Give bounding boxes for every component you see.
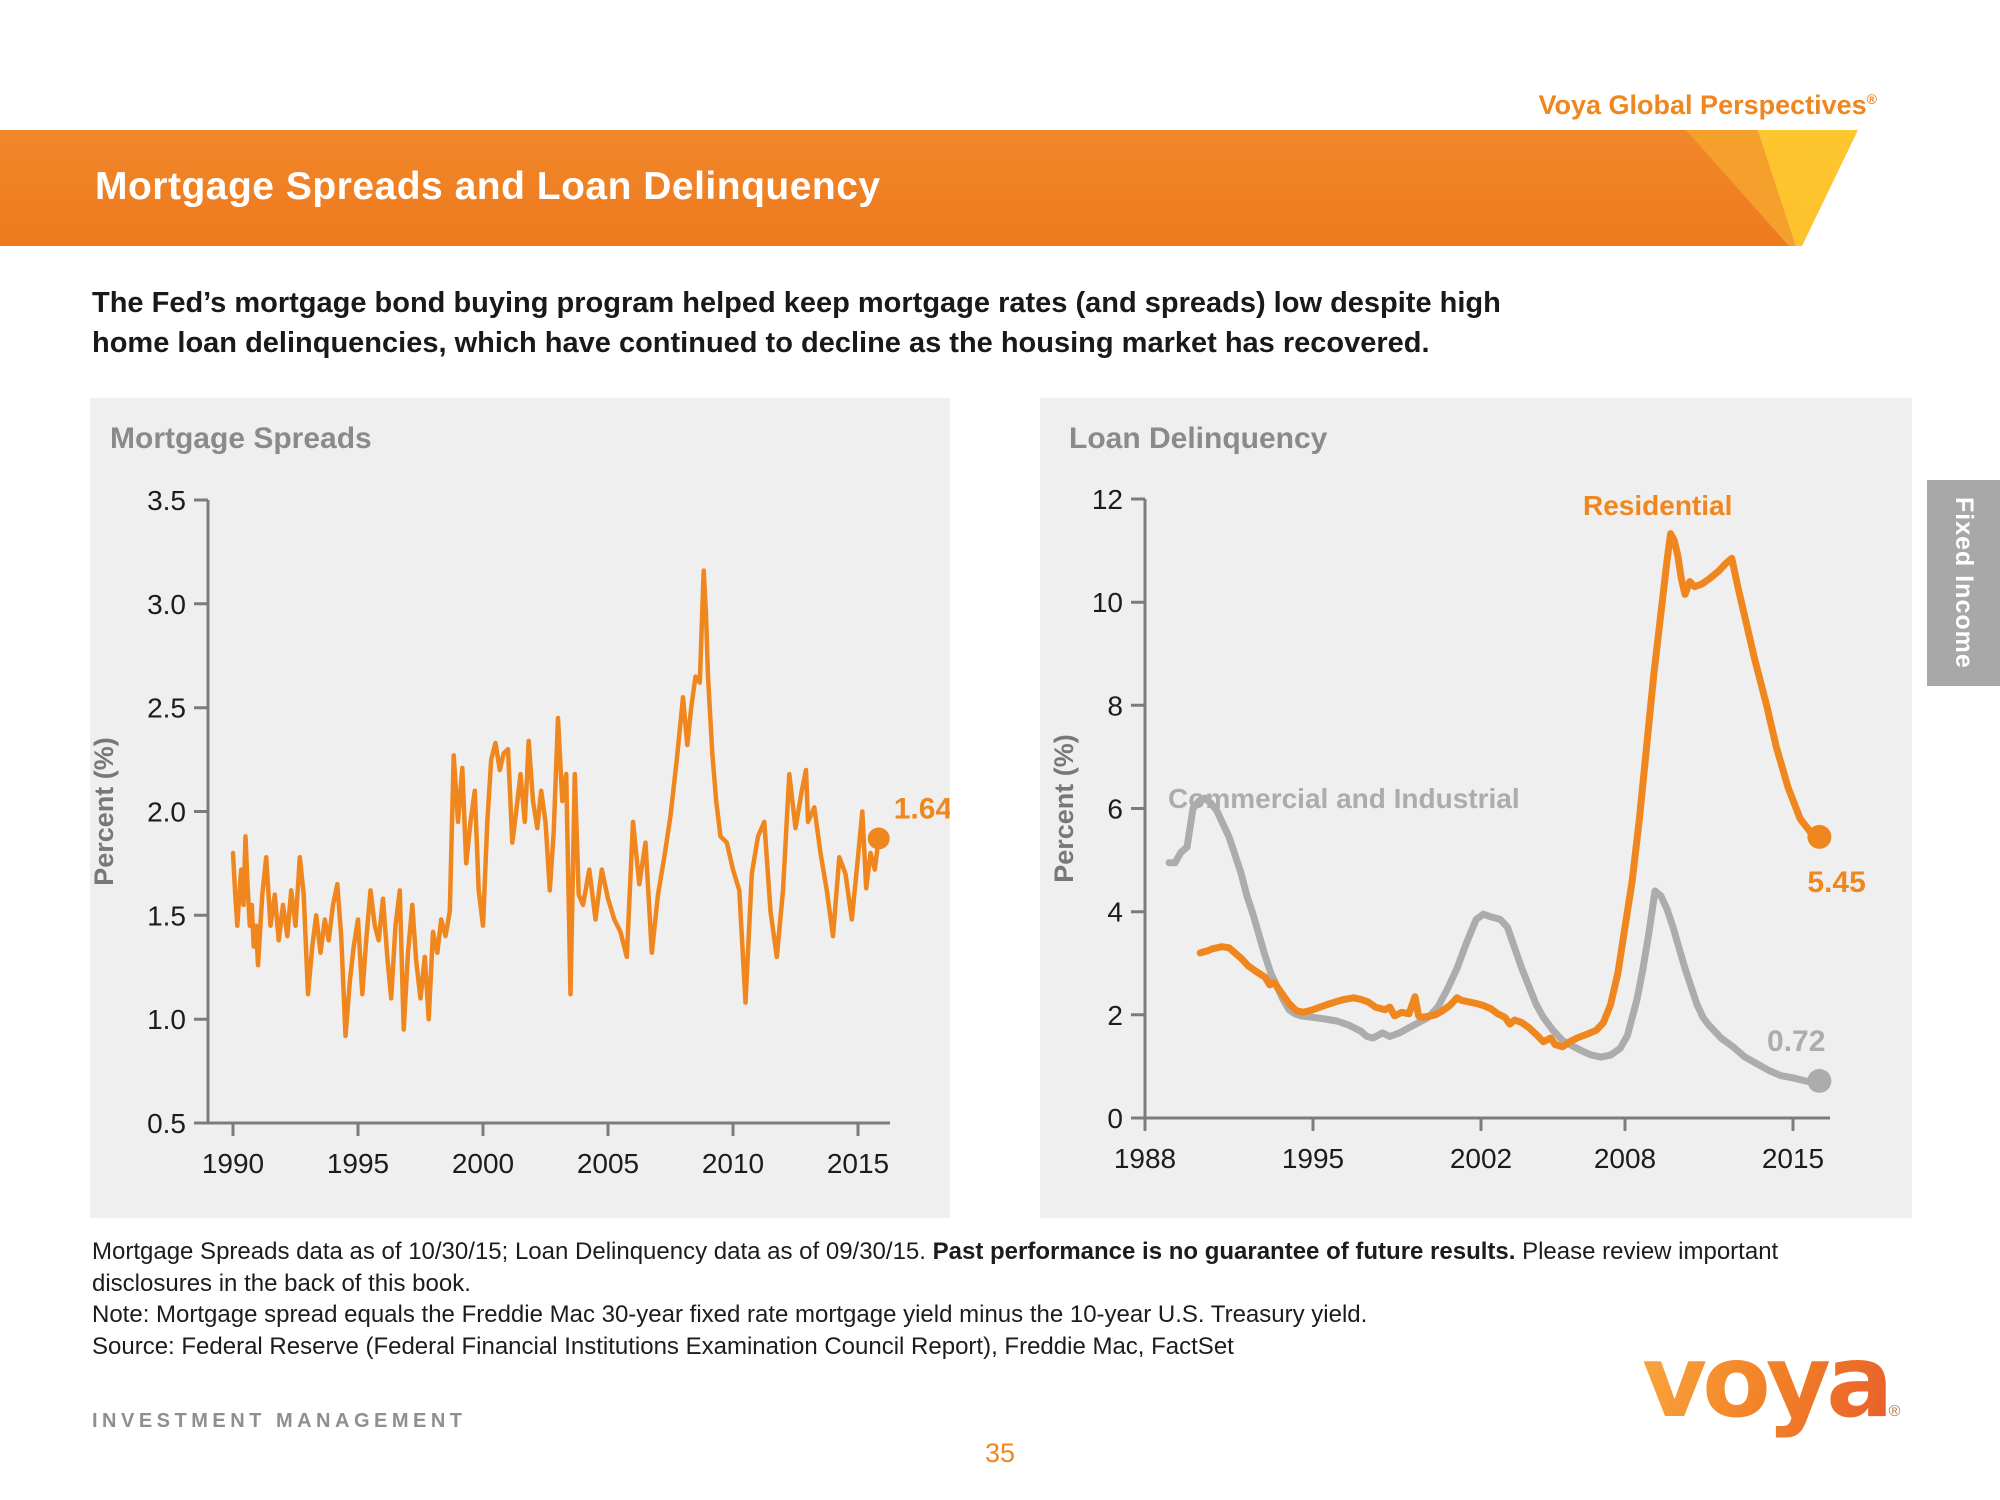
banner-orange-shape: [0, 130, 1794, 246]
svg-text:1990: 1990: [202, 1148, 264, 1179]
footnote-line2: disclosures in the back of this book.: [92, 1269, 471, 1297]
svg-text:1.5: 1.5: [147, 900, 186, 931]
svg-text:Residential: Residential: [1583, 490, 1732, 521]
mortgage-spreads-chart: 0.5 1.0 1.5 2.0 2.5 3.0 3.5 1990 1995 2000 2005 201…: [90, 485, 950, 1179]
svg-text:4: 4: [1107, 897, 1123, 928]
svg-text:2015: 2015: [827, 1148, 889, 1179]
loan-delinquency-chart: 0 2 4 6 8 10 12 1988 1995 2002 2008 2015 Percent (%)…: [1049, 484, 1866, 1174]
footnote-line3: Note: Mortgage spread equals the Freddie…: [92, 1301, 1368, 1328]
page-title: Mortgage Spreads and Loan Delinquency: [95, 165, 881, 208]
subtitle-line2: home loan delinquencies, which have cont…: [92, 327, 1430, 359]
svg-text:3.5: 3.5: [147, 485, 186, 516]
svg-text:1995: 1995: [327, 1148, 389, 1179]
svg-text:Percent (%): Percent (%): [90, 737, 119, 886]
svg-text:8: 8: [1107, 690, 1123, 721]
footnotes: Mortgage Spreads data as of 10/30/15; Lo…: [92, 1236, 1778, 1362]
mortgage-spreads-chart-title: Mortgage Spreads: [110, 422, 372, 455]
svg-text:6: 6: [1107, 794, 1123, 825]
brand-header: Voya Global Perspectives®: [1539, 90, 1877, 121]
footnote-line1-bold: Past performance is no guarantee of futu…: [932, 1238, 1516, 1265]
svg-text:2015: 2015: [1762, 1143, 1824, 1174]
svg-text:0.72: 0.72: [1767, 1025, 1825, 1058]
fixed-income-tab: Fixed Income: [1927, 480, 2000, 686]
svg-text:2: 2: [1107, 1000, 1123, 1031]
division-label: INVESTMENT MANAGEMENT: [92, 1410, 467, 1432]
mortgage-spreads-panel: 0.5 1.0 1.5 2.0 2.5 3.0 3.5 1990 1995 2000 2005 201…: [90, 398, 950, 1218]
footnote-line1: Mortgage Spreads data as of 10/30/15; Lo…: [92, 1236, 1778, 1268]
brand-text: Voya Global Perspectives: [1538, 90, 1867, 120]
svg-text:1.64: 1.64: [894, 792, 950, 825]
voya-logo-registered-mark: ®: [1888, 1403, 1901, 1420]
svg-text:Percent (%): Percent (%): [1049, 734, 1079, 883]
footnote-line4: Source: Federal Reserve (Federal Financi…: [92, 1332, 1234, 1360]
footnote-line1-text: Mortgage Spreads data as of 10/30/15; Lo…: [92, 1238, 933, 1265]
loan-delinquency-panel: 0 2 4 6 8 10 12 1988 1995 2002 2008 2015 Percent (%)…: [1040, 398, 1912, 1218]
svg-text:1995: 1995: [1282, 1143, 1344, 1174]
svg-text:0.5: 0.5: [147, 1108, 186, 1139]
svg-text:12: 12: [1092, 484, 1123, 515]
footnote-line1-text2: Please review important: [1515, 1238, 1779, 1265]
fixed-income-tab-label: Fixed Income: [1950, 497, 1978, 669]
svg-text:2000: 2000: [452, 1148, 514, 1179]
svg-text:3.0: 3.0: [147, 589, 186, 620]
svg-text:2.0: 2.0: [147, 796, 186, 827]
svg-text:2002: 2002: [1450, 1143, 1512, 1174]
svg-text:5.45: 5.45: [1807, 866, 1865, 899]
page-number: 35: [984, 1438, 1016, 1468]
svg-text:2010: 2010: [702, 1148, 764, 1179]
loan-delinquency-chart-title: Loan Delinquency: [1069, 422, 1328, 455]
svg-text:1.0: 1.0: [147, 1004, 186, 1035]
svg-text:0: 0: [1107, 1103, 1123, 1134]
svg-text:2005: 2005: [577, 1148, 639, 1179]
svg-text:10: 10: [1092, 587, 1123, 618]
subtitle-line1: The Fed’s mortgage bond buying program h…: [92, 287, 1501, 319]
svg-text:1988: 1988: [1114, 1143, 1176, 1174]
voya-logo-text: voya: [1642, 1323, 1894, 1440]
subtitle: The Fed’s mortgage bond buying program h…: [92, 283, 1501, 363]
svg-text:2.5: 2.5: [147, 693, 186, 724]
title-banner: Mortgage Spreads and Loan Delinquency: [0, 130, 2000, 246]
svg-text:Commercial and Industrial: Commercial and Industrial: [1168, 783, 1520, 814]
voya-logo: voya®: [1642, 1332, 1900, 1432]
svg-text:2008: 2008: [1594, 1143, 1656, 1174]
registered-mark: ®: [1866, 91, 1877, 107]
